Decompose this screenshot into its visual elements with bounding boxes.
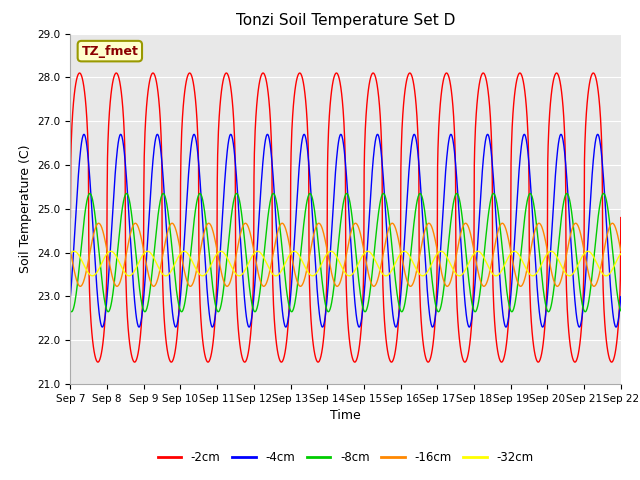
- Title: Tonzi Soil Temperature Set D: Tonzi Soil Temperature Set D: [236, 13, 455, 28]
- X-axis label: Time: Time: [330, 409, 361, 422]
- Y-axis label: Soil Temperature (C): Soil Temperature (C): [19, 144, 32, 273]
- Legend: -2cm, -4cm, -8cm, -16cm, -32cm: -2cm, -4cm, -8cm, -16cm, -32cm: [153, 446, 538, 468]
- Text: TZ_fmet: TZ_fmet: [81, 45, 138, 58]
